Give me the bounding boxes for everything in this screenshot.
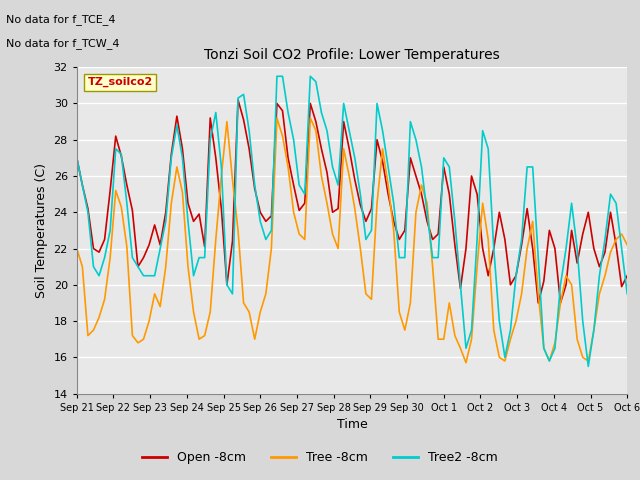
- Tree -8cm: [73, 246, 81, 252]
- Text: No data for f_TCW_4: No data for f_TCW_4: [6, 38, 120, 49]
- X-axis label: Time: Time: [337, 418, 367, 431]
- Open -8cm: [406, 155, 414, 161]
- Tree2 -8cm: [406, 119, 414, 124]
- Tree2 -8cm: [201, 255, 209, 261]
- Open -8cm: [623, 273, 631, 278]
- Tree2 -8cm: [623, 291, 631, 297]
- Tree -8cm: [406, 300, 414, 306]
- Tree -8cm: [273, 115, 281, 121]
- Line: Open -8cm: Open -8cm: [77, 100, 627, 303]
- Open -8cm: [534, 300, 542, 306]
- Title: Tonzi Soil CO2 Profile: Lower Temperatures: Tonzi Soil CO2 Profile: Lower Temperatur…: [204, 48, 500, 62]
- Tree2 -8cm: [607, 191, 614, 197]
- Tree -8cm: [362, 291, 370, 297]
- Tree -8cm: [179, 190, 186, 195]
- Tree -8cm: [607, 249, 614, 255]
- Legend: Open -8cm, Tree -8cm, Tree2 -8cm: Open -8cm, Tree -8cm, Tree2 -8cm: [137, 446, 503, 469]
- Open -8cm: [607, 209, 614, 215]
- Tree2 -8cm: [73, 155, 81, 161]
- Open -8cm: [179, 146, 186, 152]
- Text: TZ_soilco2: TZ_soilco2: [88, 77, 153, 87]
- Open -8cm: [362, 218, 370, 224]
- Line: Tree2 -8cm: Tree2 -8cm: [77, 76, 627, 366]
- Open -8cm: [73, 155, 81, 161]
- Tree2 -8cm: [362, 237, 370, 242]
- Text: No data for f_TCE_4: No data for f_TCE_4: [6, 14, 116, 25]
- Tree2 -8cm: [273, 73, 281, 79]
- Tree2 -8cm: [584, 363, 592, 369]
- Open -8cm: [590, 246, 598, 252]
- Open -8cm: [201, 244, 209, 250]
- Tree -8cm: [201, 333, 209, 338]
- Line: Tree -8cm: Tree -8cm: [77, 118, 627, 363]
- Tree2 -8cm: [590, 327, 598, 333]
- Y-axis label: Soil Temperatures (C): Soil Temperatures (C): [35, 163, 48, 298]
- Open -8cm: [234, 97, 242, 103]
- Tree -8cm: [590, 327, 598, 333]
- Tree2 -8cm: [179, 155, 186, 161]
- Tree -8cm: [462, 360, 470, 366]
- Tree -8cm: [623, 242, 631, 248]
